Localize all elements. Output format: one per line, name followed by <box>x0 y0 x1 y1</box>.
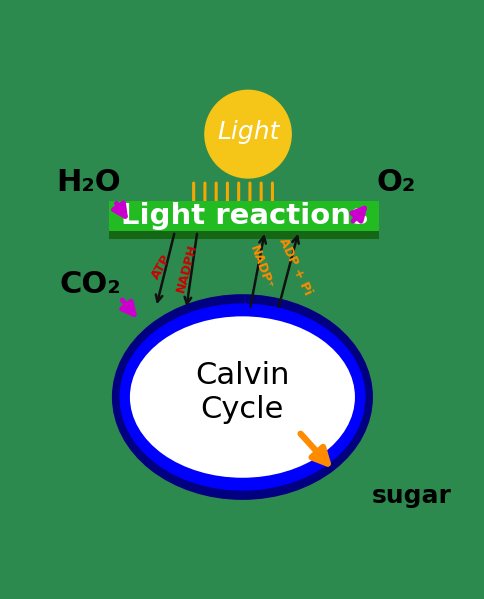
Ellipse shape <box>130 316 355 478</box>
Ellipse shape <box>120 304 365 491</box>
Text: H₂O: H₂O <box>56 168 121 197</box>
Ellipse shape <box>112 294 373 500</box>
Text: NADPH: NADPH <box>175 242 200 294</box>
Text: ATP: ATP <box>149 252 173 281</box>
Text: Calvin
Cycle: Calvin Cycle <box>195 361 289 423</box>
Text: Light: Light <box>217 120 279 144</box>
Bar <box>109 231 379 240</box>
Text: sugar: sugar <box>372 484 452 508</box>
Text: ADP + Pi: ADP + Pi <box>276 236 314 297</box>
Text: Light reactions: Light reactions <box>121 202 368 230</box>
Bar <box>109 201 379 231</box>
Text: O₂: O₂ <box>377 168 416 197</box>
Ellipse shape <box>205 90 291 178</box>
Text: NADP⁺: NADP⁺ <box>247 244 275 292</box>
Text: CO₂: CO₂ <box>60 270 121 298</box>
